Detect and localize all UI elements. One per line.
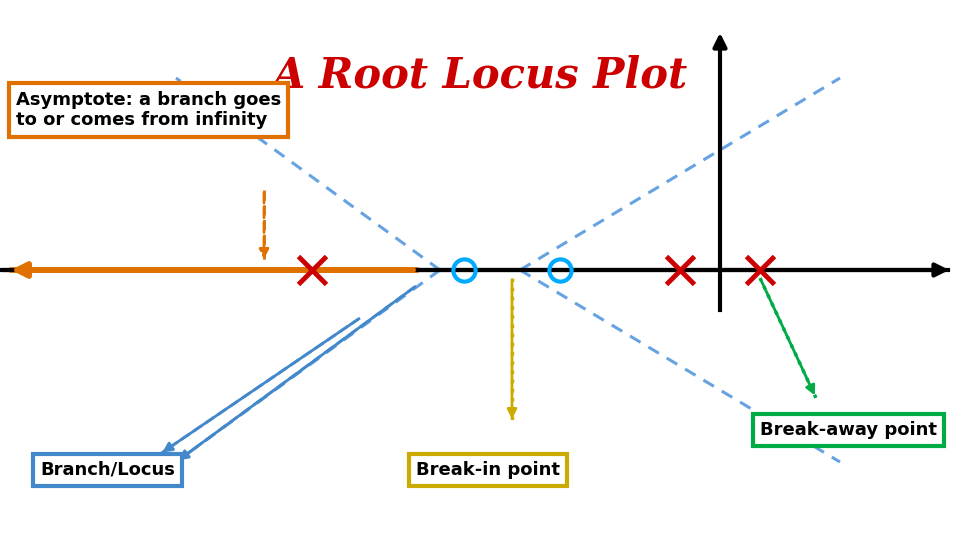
- Text: Break-away point: Break-away point: [760, 421, 937, 439]
- Text: A Root Locus Plot: A Root Locus Plot: [273, 54, 687, 96]
- Text: Branch/Locus: Branch/Locus: [40, 461, 175, 479]
- Text: Break-in point: Break-in point: [416, 461, 560, 479]
- Text: Asymptote: a branch goes
to or comes from infinity: Asymptote: a branch goes to or comes fro…: [16, 91, 281, 130]
